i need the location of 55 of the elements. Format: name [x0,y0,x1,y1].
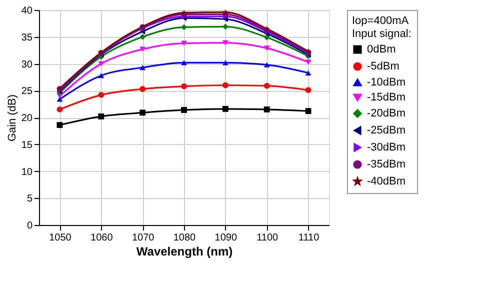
y-tick-label: 20 [21,113,33,124]
point [305,60,312,65]
point [264,82,270,89]
x-tick-label: 1100 [256,232,279,244]
point [140,46,146,52]
x-tick-label: 1050 [49,232,72,244]
point [98,73,104,78]
y-tick-label: 5 [26,194,33,205]
point [98,61,104,66]
point [264,46,270,51]
legend-label: -5dBm [367,60,400,72]
y-tick-label: 10 [21,166,33,178]
legend-label: -25dBm [367,124,406,136]
point [98,113,104,120]
point [181,83,187,90]
legend-label: -20dBm [367,108,406,120]
x-tick-label: 1090 [214,232,238,244]
point [222,82,228,88]
y-tick-label: 15 [21,140,33,151]
y-tick-label: 25 [21,86,33,98]
point [140,110,146,116]
point [305,87,312,94]
point [305,70,312,76]
point [181,107,187,113]
y-tick-label: 0 [26,220,33,232]
point [222,9,228,15]
y-tick-label: 40 [21,6,33,16]
y-tick-label: 30 [21,59,33,70]
point [98,92,104,98]
legend-label: -40dBm [367,176,406,188]
point [264,106,270,112]
legend-title: Iop=400mA Input signal: [352,15,412,40]
x-tick-label: 1060 [90,232,114,244]
x-tick-label: 1110 [298,232,320,244]
point [140,64,146,70]
legend-label: 0dBm [367,44,396,56]
point [222,60,228,66]
point [222,40,228,46]
legend-label: -35dBm [367,158,406,170]
point [56,122,63,128]
x-tick-label: 1080 [173,232,196,244]
point [264,62,270,68]
y-axis-title: Gain (dB) [6,94,18,142]
point [140,34,146,40]
point [140,86,146,92]
legend-label: -10dBm [367,76,406,88]
legend-label: -30dBm [367,142,406,154]
point [181,24,187,30]
point [56,106,63,112]
y-tick-label: 35 [21,32,33,44]
point [305,108,312,114]
legend-label: -15dBm [367,92,406,104]
point [222,106,228,112]
x-axis-title: Wavelength (nm) [136,244,233,258]
x-tick-label: 1070 [132,232,155,244]
